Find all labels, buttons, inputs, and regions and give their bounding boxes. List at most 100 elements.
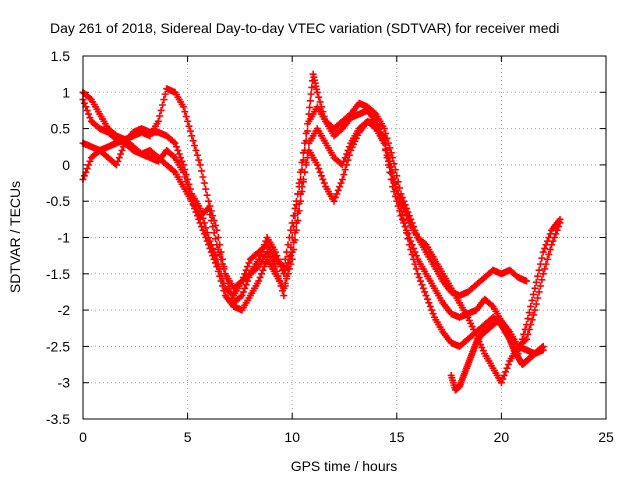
- data-point: [284, 263, 292, 271]
- data-point: [401, 223, 409, 231]
- data-point: [290, 238, 298, 246]
- data-point: [237, 293, 245, 301]
- y-tick-label: 0.5: [51, 121, 71, 137]
- data-point: [553, 226, 561, 234]
- data-point: [417, 277, 425, 285]
- data-point: [258, 270, 266, 278]
- data-point: [426, 302, 434, 310]
- data-point: [373, 121, 381, 129]
- data-point: [525, 309, 533, 317]
- data-point: [288, 234, 296, 241]
- data-point: [186, 127, 194, 135]
- data-point: [185, 180, 193, 188]
- data-point: [524, 330, 532, 338]
- y-tick-label: 1: [62, 84, 70, 100]
- data-point: [283, 272, 291, 280]
- data-point: [337, 179, 345, 187]
- data-point: [499, 375, 507, 383]
- data-point: [299, 149, 307, 157]
- data-point: [281, 266, 289, 274]
- data-point: [200, 179, 208, 187]
- data-point: [408, 250, 416, 258]
- data-point: [178, 157, 186, 165]
- data-point: [317, 172, 325, 180]
- data-point: [216, 250, 224, 258]
- data-point: [301, 139, 309, 147]
- data-point: [412, 252, 420, 260]
- data-point: [320, 113, 328, 120]
- data-point: [170, 167, 178, 175]
- data-point: [193, 151, 201, 159]
- data-point: [334, 186, 342, 194]
- data-point: [344, 156, 352, 164]
- data-point: [86, 114, 94, 122]
- data-point: [85, 110, 93, 118]
- data-point: [345, 151, 353, 159]
- data-point: [85, 161, 93, 169]
- data-point: [224, 279, 232, 287]
- data-point: [410, 255, 418, 263]
- data-point: [488, 301, 496, 309]
- data-point: [535, 266, 543, 274]
- data-point: [382, 145, 390, 153]
- data-point: [425, 299, 433, 307]
- x-axis-label: GPS time / hours: [291, 458, 398, 474]
- data-point: [550, 234, 558, 241]
- data-point: [274, 272, 282, 280]
- data-point: [294, 190, 302, 198]
- data-point: [556, 219, 564, 227]
- data-point: [525, 325, 533, 333]
- data-point: [429, 310, 437, 318]
- data-point: [205, 204, 213, 212]
- data-point: [305, 110, 313, 118]
- data-point: [302, 129, 310, 137]
- data-point: [182, 113, 190, 120]
- data-point: [205, 234, 213, 241]
- data-point: [538, 276, 546, 284]
- data-point: [316, 98, 324, 106]
- data-point: [523, 277, 531, 285]
- data-point: [389, 175, 397, 183]
- data-point: [336, 183, 344, 191]
- data-point: [207, 217, 215, 225]
- y-tick-label: -1: [58, 230, 71, 246]
- data-point: [288, 248, 296, 256]
- data-point: [83, 165, 91, 173]
- data-point: [259, 244, 267, 252]
- chart-title: Day 261 of 2018, Sidereal Day-to-day VTE…: [50, 20, 559, 36]
- data-point: [382, 129, 390, 137]
- data-point: [274, 255, 282, 263]
- y-tick-label: 1.5: [51, 48, 71, 64]
- data-point: [115, 154, 123, 162]
- data-point: [175, 150, 183, 158]
- data-point: [531, 306, 539, 314]
- x-tick-label: 0: [79, 429, 87, 445]
- data-point: [383, 151, 391, 159]
- data-point: [112, 161, 120, 169]
- data-point: [114, 157, 122, 165]
- data-point: [285, 253, 293, 261]
- data-point: [238, 292, 246, 300]
- data-point: [340, 157, 348, 165]
- data-point: [255, 277, 263, 285]
- data-point: [400, 217, 408, 225]
- data-point: [555, 223, 563, 231]
- data-point: [330, 197, 338, 205]
- data-point: [227, 289, 235, 297]
- data-point: [242, 281, 250, 289]
- data-point: [242, 266, 250, 274]
- data-point: [292, 201, 300, 209]
- data-point: [276, 277, 284, 285]
- data-point: [418, 281, 426, 289]
- data-point: [422, 292, 430, 300]
- data-point: [241, 284, 249, 292]
- data-point: [184, 117, 192, 125]
- data-point: [304, 120, 312, 128]
- data-point: [504, 361, 512, 369]
- data-point: [86, 94, 94, 102]
- data-point: [543, 255, 551, 263]
- data-point: [244, 277, 252, 285]
- data-point: [404, 215, 412, 223]
- data-point: [196, 161, 204, 169]
